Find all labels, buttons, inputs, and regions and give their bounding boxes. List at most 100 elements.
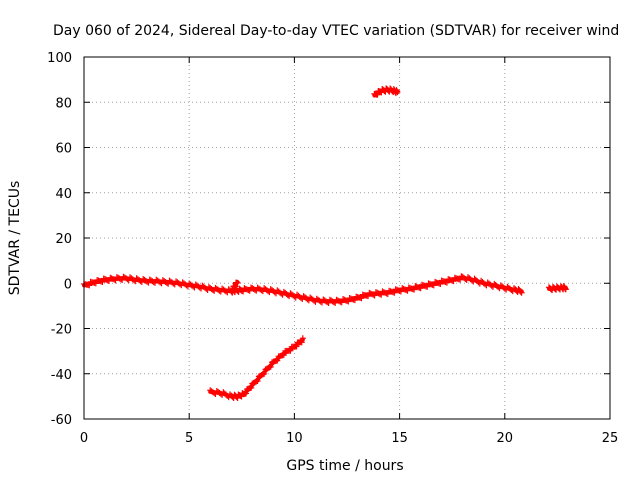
y-axis-label: SDTVAR / TECUs	[7, 181, 23, 296]
data-point-marker	[399, 285, 406, 292]
data-point-marker	[267, 363, 274, 370]
data-point-marker	[102, 276, 109, 283]
data-point-marker	[401, 286, 408, 293]
data-point-marker	[251, 379, 258, 386]
data-point-marker	[372, 289, 379, 296]
data-point-marker	[374, 91, 381, 98]
series-lower	[207, 335, 306, 401]
data-point-marker	[424, 283, 431, 290]
data-point-marker	[258, 372, 265, 379]
data-point-marker	[397, 288, 404, 295]
data-point-marker	[109, 276, 116, 283]
data-point-marker	[518, 289, 525, 296]
data-point-marker	[86, 282, 93, 289]
data-point-marker	[336, 298, 343, 305]
data-point-marker	[253, 378, 260, 385]
series-main	[81, 273, 525, 306]
data-point-marker	[266, 364, 273, 371]
x-tick-label: 15	[391, 431, 408, 446]
data-point-marker	[380, 289, 387, 296]
chart-title: Day 060 of 2024, Sidereal Day-to-day VTE…	[53, 23, 619, 39]
series-late	[545, 283, 569, 294]
data-point-marker	[368, 291, 375, 298]
y-tick-label: 100	[47, 51, 72, 66]
data-point-marker	[287, 347, 294, 354]
data-point-marker	[366, 289, 373, 296]
data-point-marker	[254, 378, 261, 385]
data-point-marker	[246, 287, 253, 294]
data-point-marker	[443, 279, 450, 286]
data-point-marker	[400, 285, 407, 292]
data-point-marker	[293, 343, 300, 350]
data-point-marker	[103, 276, 110, 283]
data-point-marker	[365, 293, 372, 300]
data-point-marker	[379, 288, 386, 295]
y-tick-label: -20	[51, 323, 72, 338]
data-point-marker	[394, 89, 401, 96]
data-point-marker	[358, 295, 365, 302]
y-tick-label: 20	[55, 232, 72, 247]
data-point-marker	[299, 335, 306, 342]
data-point-marker	[341, 296, 348, 303]
data-point-marker	[342, 297, 349, 304]
x-tick-label: 0	[80, 431, 88, 446]
data-point-marker	[404, 287, 411, 294]
y-tick-label: 0	[64, 277, 72, 292]
data-point-marker	[457, 276, 464, 283]
data-point-marker	[280, 351, 287, 358]
data-point-marker	[562, 286, 569, 293]
data-point-marker	[259, 371, 266, 378]
x-tick-label: 25	[602, 431, 619, 446]
data-point-marker	[257, 372, 264, 379]
data-point-marker	[384, 291, 391, 298]
y-tick-label: 60	[55, 142, 72, 157]
y-tick-label: -40	[51, 368, 72, 383]
data-point-marker	[417, 285, 424, 292]
data-point-marker	[374, 289, 381, 296]
data-point-marker	[378, 291, 385, 298]
series-spike	[230, 279, 241, 290]
data-point-marker	[269, 359, 276, 366]
data-point-marker	[370, 291, 377, 298]
data-point-marker	[298, 339, 305, 346]
series-upper	[371, 85, 401, 98]
y-tick-label: 40	[55, 187, 72, 202]
x-tick-label: 5	[185, 431, 193, 446]
x-tick-label: 10	[286, 431, 303, 446]
y-tick-labels: -60 -40 -20 0 20 40 60 80 100	[47, 51, 72, 428]
data-point-marker	[411, 286, 418, 293]
data-point-marker	[249, 380, 256, 387]
data-point-marker	[242, 285, 249, 292]
data-point-marker	[240, 288, 247, 295]
data-point-marker	[396, 287, 403, 294]
x-tick-label: 20	[497, 431, 514, 446]
data-point-marker	[382, 289, 389, 296]
data-point-marker	[437, 281, 444, 288]
data-point-marker	[99, 279, 106, 286]
data-point-marker	[517, 288, 524, 295]
data-point-marker	[450, 278, 457, 285]
data-point-marker	[104, 277, 111, 284]
data-point-marker	[243, 390, 250, 397]
data-point-marker	[244, 286, 251, 293]
data-point-marker	[238, 287, 245, 294]
data-point-marker	[403, 287, 410, 294]
data-point-marker	[430, 282, 437, 289]
data-point-marker	[376, 291, 383, 298]
data-point-marker	[263, 365, 270, 372]
data-point-marker	[262, 366, 269, 373]
data-point-marker	[375, 290, 382, 297]
data-series	[81, 85, 569, 401]
data-point-marker	[265, 365, 272, 372]
data-point-marker	[250, 379, 257, 386]
data-point-marker	[351, 297, 358, 304]
plot-frame	[83, 56, 611, 420]
data-point-marker	[334, 297, 341, 304]
data-point-marker	[274, 357, 281, 364]
data-point-marker	[105, 278, 112, 285]
data-point-marker	[371, 292, 378, 299]
data-point-marker	[92, 280, 99, 287]
data-point-marker	[234, 279, 241, 286]
